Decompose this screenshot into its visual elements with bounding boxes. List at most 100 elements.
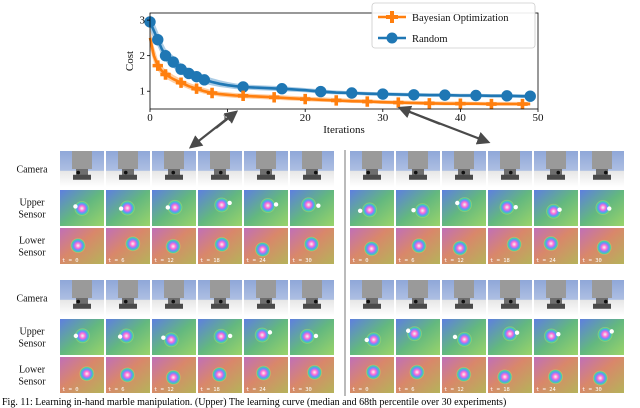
lower-sensor-frame: t = 24 bbox=[534, 228, 578, 264]
plot-frame bbox=[149, 12, 539, 110]
marker-random bbox=[524, 90, 536, 102]
row-label: Sensor bbox=[18, 248, 46, 259]
marker-random bbox=[159, 49, 172, 62]
upper-sensor-frame bbox=[106, 319, 150, 355]
legend-box bbox=[371, 2, 536, 49]
marker-bayesian bbox=[160, 69, 171, 80]
lower-sensor-frame: t = 12 bbox=[442, 228, 486, 264]
lower-sensor-frame: t = 24 bbox=[534, 357, 578, 393]
marker-bayesian bbox=[517, 98, 528, 110]
upper-sensor-frame bbox=[534, 319, 578, 355]
time-label: t = 6 bbox=[108, 387, 125, 393]
marker-bayesian bbox=[191, 83, 202, 94]
row-label: Upper bbox=[20, 198, 46, 209]
image-grid: t = 0 t = 6 t = 12 t = 18 t = 24 t = 30 t = 0 t… bbox=[60, 151, 624, 393]
camera-frame bbox=[488, 151, 532, 187]
row-labels: CameraUpperSensorLowerSensorCameraUpperS… bbox=[16, 165, 48, 388]
camera-frame bbox=[60, 151, 104, 187]
marker-bayesian bbox=[237, 90, 249, 102]
marker-bayesian bbox=[300, 93, 311, 105]
time-label: t = 12 bbox=[154, 258, 174, 264]
camera-frame bbox=[396, 151, 440, 187]
lower-sensor-frame: t = 24 bbox=[244, 357, 288, 393]
time-label: t = 0 bbox=[62, 258, 79, 264]
upper-sensor-frame bbox=[580, 319, 624, 355]
marker-bayesian bbox=[268, 92, 280, 103]
upper-sensor-frame bbox=[198, 190, 242, 226]
lower-sensor-frame: t = 30 bbox=[290, 228, 334, 264]
marker-random bbox=[237, 81, 249, 93]
lower-sensor-frame: t = 18 bbox=[198, 228, 242, 264]
camera-frame bbox=[198, 280, 242, 316]
lower-sensor-frame: t = 12 bbox=[442, 357, 486, 393]
marker-random bbox=[167, 56, 179, 68]
upper-sensor-frame bbox=[290, 190, 334, 226]
time-label: t = 6 bbox=[398, 387, 415, 393]
time-label: t = 12 bbox=[444, 258, 464, 264]
marker-bayesian bbox=[424, 98, 435, 109]
time-label: t = 18 bbox=[490, 258, 510, 264]
marker-random bbox=[501, 90, 513, 102]
upper-sensor-frame bbox=[60, 190, 104, 226]
pointer-arrow-left-up bbox=[215, 110, 239, 129]
row-label: Camera bbox=[16, 294, 48, 305]
upper-sensor-frame bbox=[290, 319, 334, 355]
time-label: t = 18 bbox=[490, 387, 510, 393]
upper-sensor-frame bbox=[442, 190, 486, 226]
time-label: t = 24 bbox=[246, 258, 267, 264]
time-label: t = 30 bbox=[582, 258, 602, 264]
y-axis-label: Cost bbox=[124, 51, 136, 71]
legend-label-bayesian: Bayesian Optimization bbox=[412, 13, 509, 24]
marker-random bbox=[439, 89, 451, 101]
upper-sensor-frame bbox=[442, 319, 486, 355]
marker-bayesian bbox=[206, 87, 218, 99]
camera-frame bbox=[244, 151, 288, 187]
time-label: t = 24 bbox=[536, 258, 557, 264]
upper-sensor-frame bbox=[488, 190, 532, 226]
camera-frame bbox=[488, 280, 532, 316]
camera-frame bbox=[106, 280, 150, 316]
row-label: Camera bbox=[16, 165, 48, 176]
camera-frame bbox=[350, 280, 394, 316]
row-label: Lower bbox=[19, 365, 46, 376]
row-label: Sensor bbox=[18, 210, 46, 221]
lower-sensor-frame: t = 0 bbox=[350, 228, 394, 264]
x-axis-ticks: 01020304050 bbox=[147, 109, 544, 124]
time-label: t = 0 bbox=[62, 387, 79, 393]
lower-sensor-frame: t = 18 bbox=[488, 357, 532, 393]
series-markers bbox=[144, 16, 536, 110]
time-label: t = 6 bbox=[398, 258, 415, 264]
y-tick-label: 1 bbox=[140, 86, 146, 98]
x-axis-label: Iterations bbox=[323, 124, 365, 136]
learning-curve-chart: 01020304050 123 Iterations Cost Bayesian… bbox=[124, 2, 544, 136]
camera-frame bbox=[534, 280, 578, 316]
upper-sensor-frame bbox=[580, 190, 624, 226]
time-label: t = 12 bbox=[444, 387, 464, 393]
upper-sensor-frame bbox=[488, 319, 532, 355]
upper-sensor-frame bbox=[106, 190, 150, 226]
upper-sensor-frame bbox=[198, 319, 242, 355]
marker-bayesian bbox=[486, 98, 497, 110]
x-tick-label: 50 bbox=[533, 112, 545, 124]
time-label: t = 30 bbox=[582, 387, 602, 393]
legend: Bayesian Optimization Random bbox=[371, 2, 536, 49]
upper-sensor-frame bbox=[152, 190, 196, 226]
camera-frame bbox=[290, 151, 334, 187]
camera-frame bbox=[350, 151, 394, 187]
time-label: t = 6 bbox=[108, 258, 125, 264]
camera-frame bbox=[290, 280, 334, 316]
x-tick-label: 30 bbox=[377, 112, 389, 124]
lower-sensor-frame: t = 30 bbox=[580, 228, 624, 264]
time-label: t = 12 bbox=[154, 387, 174, 393]
marker-bayesian bbox=[152, 60, 163, 71]
x-tick-label: 40 bbox=[455, 112, 467, 124]
marker-random bbox=[470, 89, 482, 102]
lower-sensor-frame: t = 30 bbox=[580, 357, 624, 393]
camera-frame bbox=[580, 280, 624, 316]
lower-sensor-frame: t = 0 bbox=[60, 357, 104, 393]
lower-sensor-frame: t = 6 bbox=[396, 228, 440, 264]
camera-frame bbox=[244, 280, 288, 316]
lower-sensor-frame: t = 12 bbox=[152, 357, 196, 393]
time-label: t = 30 bbox=[292, 387, 312, 393]
